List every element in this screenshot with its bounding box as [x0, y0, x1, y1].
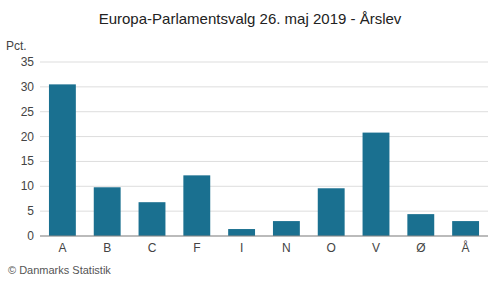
bar	[183, 175, 210, 236]
grid-line	[40, 136, 488, 137]
x-tick-label: C	[148, 241, 157, 255]
y-tick-label: 20	[21, 130, 35, 144]
bar	[407, 214, 434, 236]
x-tick-label: O	[327, 241, 336, 255]
grid-line	[40, 86, 488, 87]
y-tick-label: 5	[27, 204, 34, 218]
bar	[228, 229, 255, 236]
x-axis-line	[40, 236, 488, 237]
x-tick-label: B	[103, 241, 111, 255]
title: Europa-Parlamentsvalg 26. maj 2019 - Års…	[99, 10, 402, 27]
x-tick-label: Å	[462, 240, 470, 255]
bar	[94, 187, 121, 236]
grid-line	[40, 111, 488, 112]
x-tick-label: I	[240, 241, 243, 255]
y-tick-label: 30	[21, 80, 35, 94]
grid	[40, 62, 488, 236]
chart-container: Europa-Parlamentsvalg 26. maj 2019 - Års…	[0, 0, 500, 282]
grid-line	[40, 62, 488, 63]
grid-line	[40, 236, 488, 237]
y-tick-label: 25	[21, 105, 35, 119]
bar	[363, 133, 390, 236]
chart: Europa-Parlamentsvalg 26. maj 2019 - Års…	[0, 0, 500, 282]
y-tick-label: 35	[21, 55, 35, 69]
x-tick-label: V	[372, 241, 380, 255]
bar	[452, 221, 479, 236]
bar	[139, 202, 166, 236]
bar	[49, 84, 76, 236]
y-axis-label: Pct.	[6, 39, 27, 53]
x-tick-label: A	[58, 241, 66, 255]
x-tick-label: F	[193, 241, 200, 255]
bar	[273, 221, 300, 236]
bar	[318, 188, 345, 236]
bars	[49, 84, 479, 236]
x-tick-label: N	[282, 241, 291, 255]
grid-line	[40, 161, 488, 162]
y-tick-label: 0	[27, 229, 34, 243]
grid-line	[40, 186, 488, 187]
y-tick-label: 10	[21, 179, 35, 193]
footer: © Danmarks Statistik	[8, 264, 111, 276]
x-tick-label: Ø	[416, 241, 425, 255]
y-tick-label: 15	[21, 154, 35, 168]
